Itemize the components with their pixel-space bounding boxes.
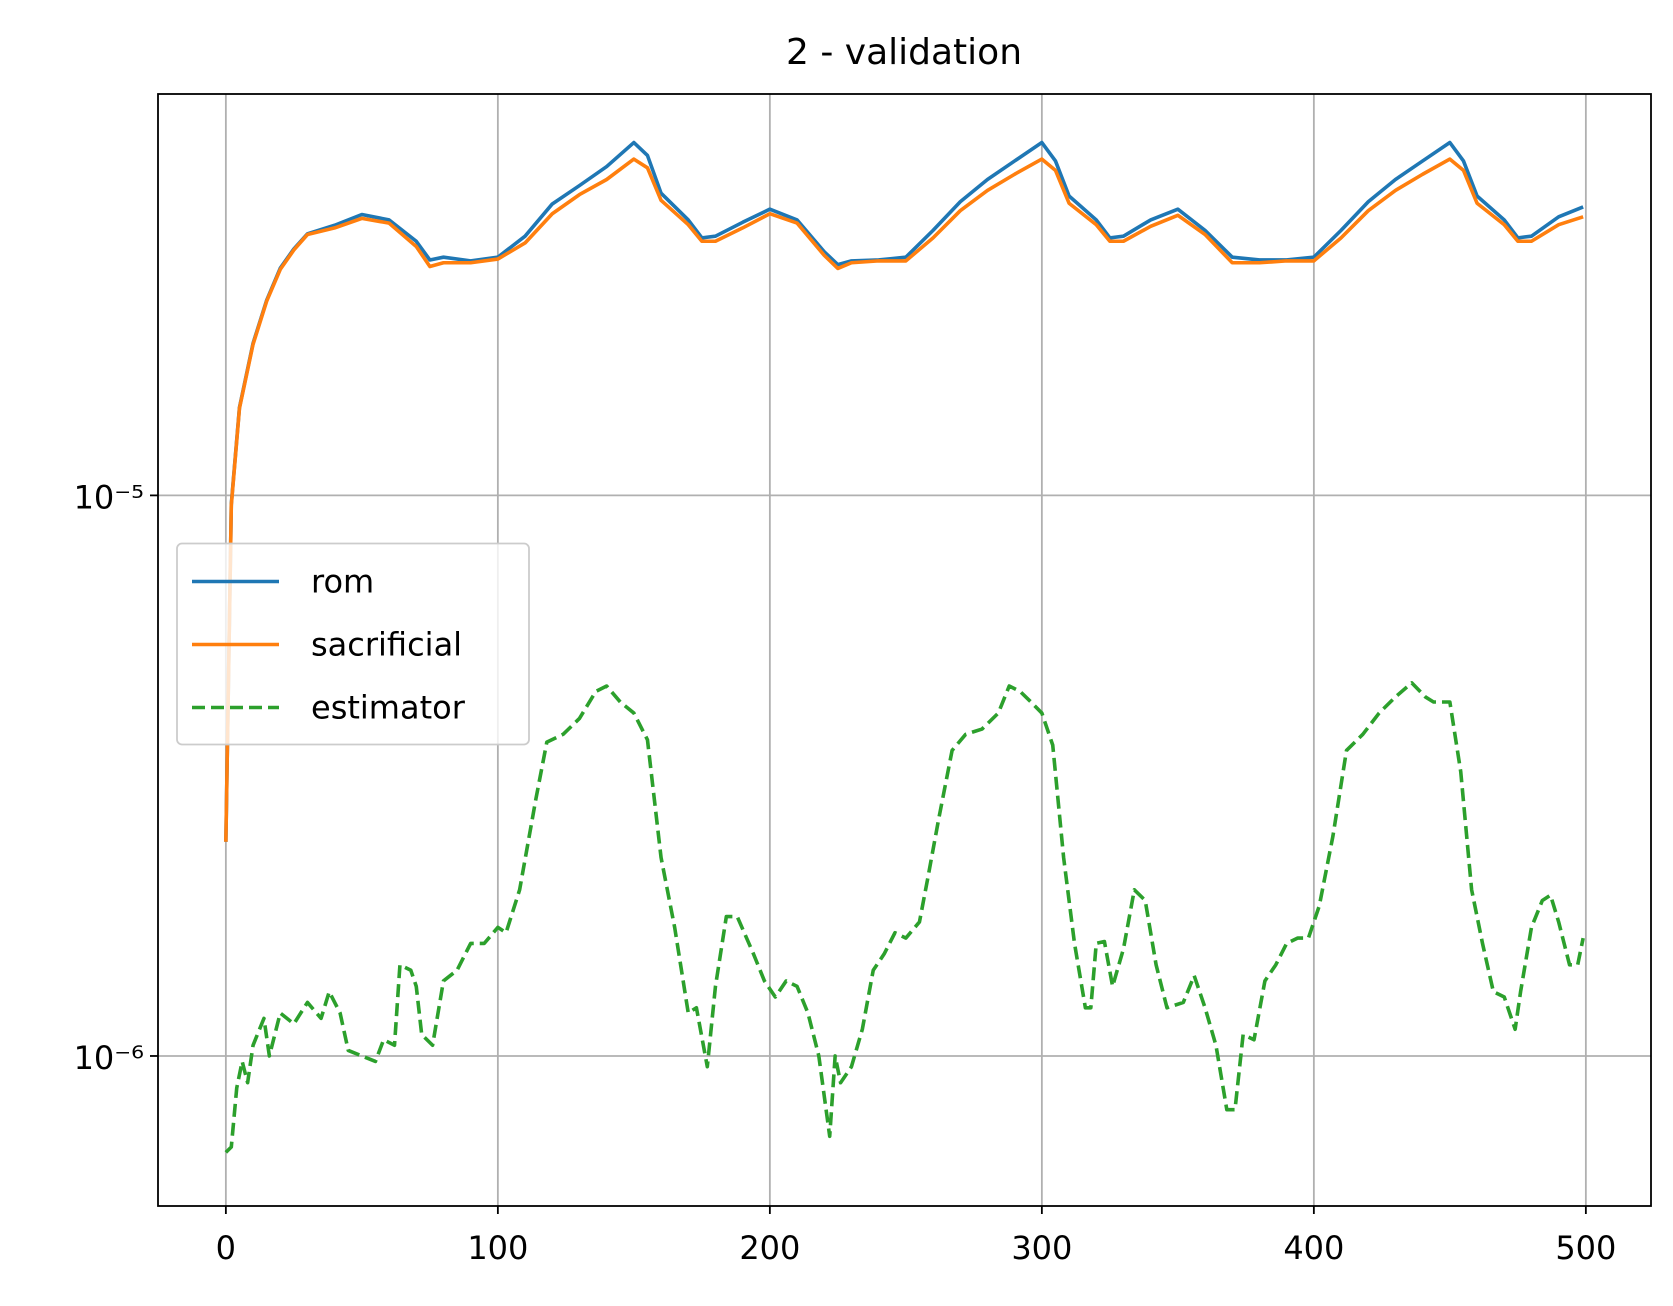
x-tick-label: 400 [1283, 1229, 1344, 1267]
legend-label: rom [311, 563, 374, 601]
y-tick-label: 10⁻⁶ [74, 1039, 144, 1077]
series-line [224, 681, 1585, 1154]
y-tick-label: 10⁻⁵ [74, 478, 144, 516]
x-tick-label: 100 [467, 1229, 528, 1267]
series-line [224, 157, 1584, 842]
legend-label: sacrificial [311, 626, 462, 664]
chart-title: 2 - validation [786, 32, 1022, 73]
series-line [224, 140, 1584, 842]
x-tick-label: 200 [739, 1229, 800, 1267]
x-tick-label: 0 [216, 1229, 236, 1267]
plot-frame [157, 93, 1652, 1207]
legend-label: estimator [311, 689, 466, 727]
legend-box [176, 542, 530, 746]
legend: rom sacrificial estimator [176, 542, 530, 746]
x-tick-label: 300 [1011, 1229, 1072, 1267]
x-tick-label: 500 [1555, 1229, 1616, 1267]
